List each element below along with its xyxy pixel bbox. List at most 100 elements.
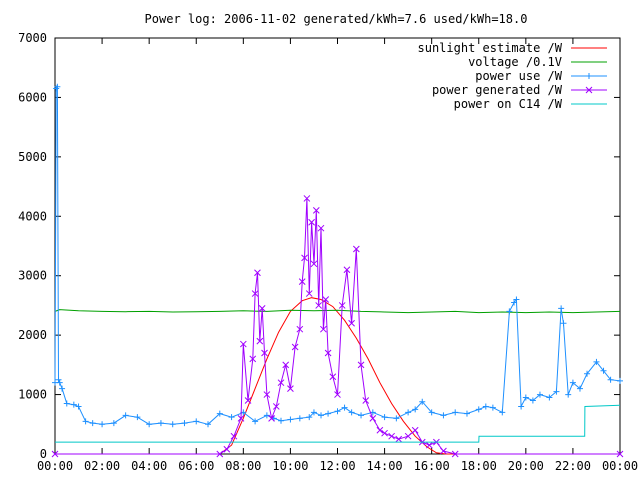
data-point <box>388 432 395 440</box>
data-point <box>586 73 592 79</box>
data-point <box>463 410 470 417</box>
data-point <box>272 403 280 410</box>
data-point <box>258 305 266 312</box>
data-point <box>291 343 299 351</box>
data-point <box>251 290 259 297</box>
data-point <box>134 414 141 421</box>
data-point <box>59 385 66 392</box>
data-point <box>239 340 247 348</box>
data-point <box>411 426 419 434</box>
legend-entry: power use /W <box>475 69 607 83</box>
series-3 <box>51 195 624 458</box>
data-point <box>310 409 317 416</box>
data-point <box>536 391 543 398</box>
x-tick-label: 08:00 <box>225 459 261 473</box>
data-point <box>334 391 341 398</box>
data-point <box>296 325 304 333</box>
data-point <box>452 409 459 416</box>
x-tick-label: 04:00 <box>131 459 167 473</box>
x-tick-label: 10:00 <box>272 459 308 473</box>
data-point <box>451 450 459 458</box>
data-point <box>301 254 308 262</box>
legend-entry: power on C14 /W <box>454 97 607 111</box>
data-point <box>324 349 332 357</box>
data-point <box>341 404 348 411</box>
legend-entry: voltage /0.1V <box>468 55 607 69</box>
legend-label: power generated /W <box>432 83 563 97</box>
y-tick-label: 1000 <box>18 388 47 402</box>
data-point <box>318 412 325 419</box>
data-point <box>237 414 245 422</box>
data-point <box>216 410 223 417</box>
data-point <box>584 370 591 377</box>
data-point <box>576 385 583 392</box>
data-point <box>381 429 388 437</box>
data-point <box>357 361 365 369</box>
data-point <box>110 420 117 427</box>
data-point <box>593 358 600 365</box>
data-point <box>522 394 529 401</box>
chart-title: Power log: 2006-11-02 generated/kWh=7.6 … <box>145 12 528 26</box>
series-layer <box>51 83 624 458</box>
data-point <box>63 400 70 407</box>
series-line <box>55 297 620 455</box>
x-tick-label: 16:00 <box>414 459 450 473</box>
data-point <box>277 379 285 387</box>
data-point <box>565 391 572 398</box>
data-point <box>223 445 231 453</box>
data-point <box>425 441 433 449</box>
data-point <box>310 260 318 268</box>
legend-label: power use /W <box>475 69 562 83</box>
data-point <box>317 224 325 232</box>
data-point <box>513 296 520 303</box>
data-point <box>56 379 63 386</box>
x-tick-label: 14:00 <box>367 459 403 473</box>
data-point <box>358 412 365 419</box>
x-tick-label: 22:00 <box>555 459 591 473</box>
data-point <box>393 415 400 422</box>
x-tick-label: 18:00 <box>461 459 497 473</box>
legend-label: sunlight estimate /W <box>418 41 563 55</box>
data-point <box>352 245 360 253</box>
legend-entry: sunlight estimate /W <box>418 41 607 55</box>
data-point <box>362 397 370 404</box>
x-tick-label: 00:00 <box>602 459 638 473</box>
data-point <box>306 414 313 421</box>
data-point <box>193 418 200 425</box>
data-point <box>287 416 294 423</box>
series-4 <box>55 404 621 443</box>
data-point <box>334 408 341 415</box>
data-point <box>607 376 614 383</box>
y-tick-label: 5000 <box>18 150 47 164</box>
data-point <box>616 450 624 458</box>
x-axis: 00:00 02:00 04:00 06:00 08:00 10:00 12:00 14:00… <box>37 38 638 473</box>
data-point <box>261 349 268 357</box>
y-tick-label: 0 <box>40 447 47 461</box>
data-point <box>146 421 153 428</box>
series-0 <box>55 297 620 455</box>
y-axis: 0 1000 2000 3000 4000 5000 6000 7000 <box>18 31 620 461</box>
x-tick-label: 20:00 <box>508 459 544 473</box>
data-point <box>560 320 567 327</box>
x-tick-label: 12:00 <box>319 459 355 473</box>
data-point <box>157 420 164 427</box>
data-point <box>70 401 77 408</box>
data-point <box>252 418 259 425</box>
data-point <box>617 377 623 384</box>
data-point <box>405 409 412 416</box>
series-line <box>54 85 621 425</box>
data-point <box>419 398 426 405</box>
y-tick-label: 7000 <box>18 31 47 45</box>
data-point <box>181 420 188 427</box>
legend-label: power on C14 /W <box>454 97 563 111</box>
x-tick-label: 00:00 <box>37 459 73 473</box>
data-point <box>282 361 290 369</box>
data-point <box>89 420 96 427</box>
data-point <box>256 337 264 345</box>
data-point <box>305 290 313 297</box>
data-point <box>600 367 607 374</box>
data-point <box>553 388 560 395</box>
data-point <box>278 417 284 424</box>
